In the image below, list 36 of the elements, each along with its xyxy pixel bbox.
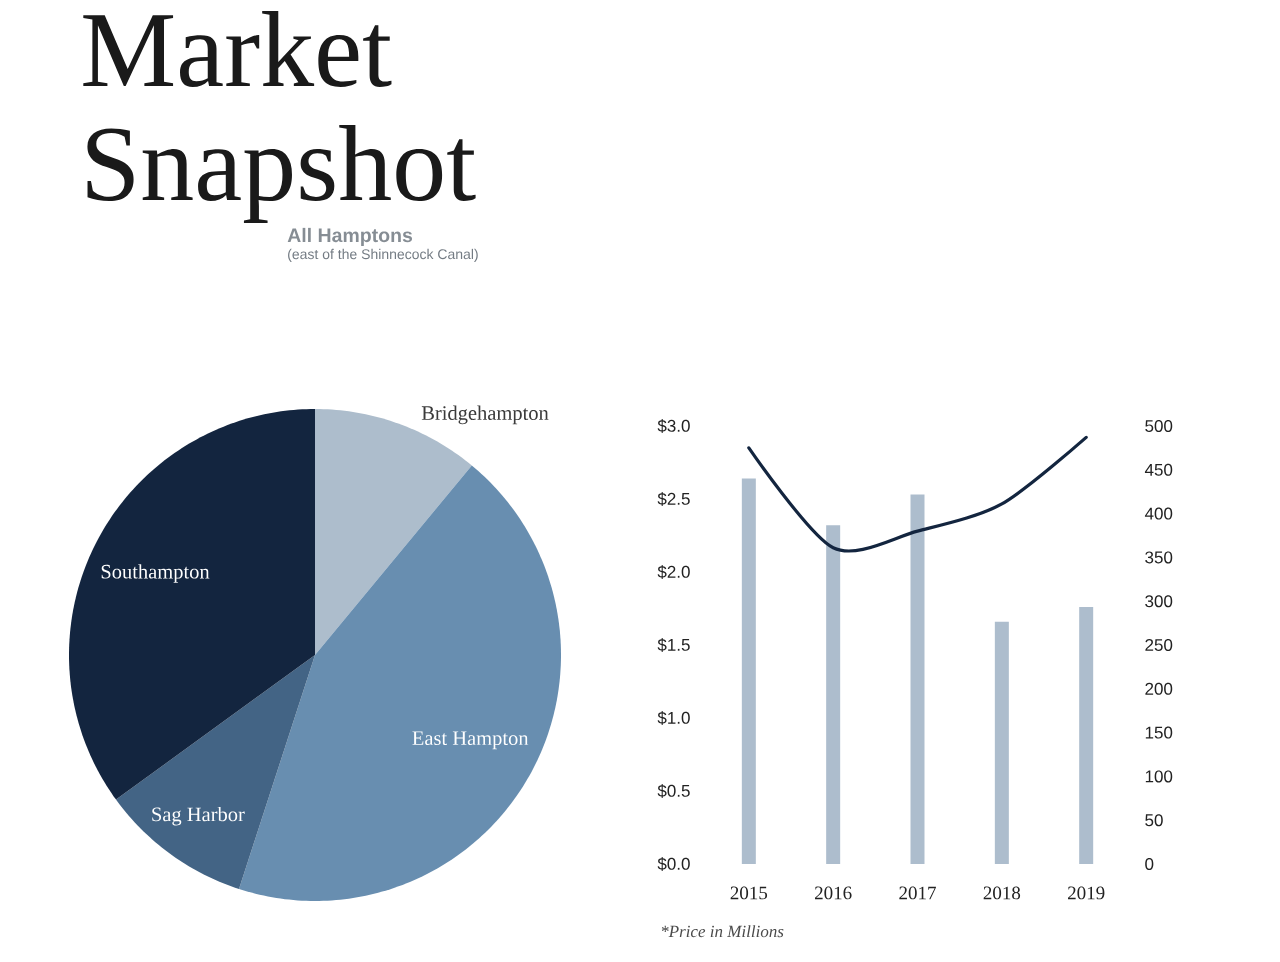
y-tick-label: $0.0 — [657, 857, 690, 871]
slice-label: Bridgehampton — [421, 405, 549, 425]
y-tick-label: $2.0 — [657, 565, 690, 579]
y2-tick-label: 250 — [1145, 638, 1173, 652]
y2-tick-label: 200 — [1145, 682, 1173, 695]
y2-tick-label: 300 — [1145, 595, 1173, 608]
bar — [741, 478, 756, 864]
y2-tick-label: 150 — [1145, 726, 1173, 739]
x-tick-label: 2017 — [899, 886, 936, 900]
y2-tick-label: 0 — [1145, 857, 1154, 871]
x-tick-label: 2016 — [815, 886, 852, 900]
bar — [994, 621, 1009, 864]
y2-tick-label: 500 — [1145, 419, 1173, 433]
bar — [1079, 607, 1094, 864]
y-tick-label: $3.0 — [657, 419, 690, 433]
chart-title: Market Snapshot — [83, 11, 476, 223]
x-tick-label: 2015 — [730, 886, 768, 900]
bar — [826, 525, 841, 864]
y-tick-label: $1.0 — [657, 711, 690, 725]
y2-tick-label: 400 — [1144, 507, 1173, 520]
y-tick-label: $2.5 — [657, 492, 690, 506]
y2-tick-label: 450 — [1144, 463, 1173, 476]
chart-subtitle: All Hamptons — [287, 227, 413, 247]
x-tick-label: 2019 — [1068, 886, 1105, 900]
text: *Price in Millions — [661, 925, 784, 938]
y-tick-label: $1.5 — [657, 638, 690, 652]
y-tick-label: $0.5 — [657, 784, 690, 798]
slice-label: Sag Harbor — [152, 806, 245, 826]
x-tick-label: 2018 — [983, 886, 1021, 900]
y2-tick-label: 100 — [1145, 770, 1173, 783]
text: (east of the Shinnecock Canal) — [288, 248, 478, 262]
slice-label: Southampton — [101, 564, 210, 583]
y2-tick-label: 50 — [1145, 814, 1163, 827]
slice-label: East Hampton — [412, 731, 529, 750]
y2-tick-label: 350 — [1145, 551, 1173, 564]
bar — [910, 494, 925, 864]
